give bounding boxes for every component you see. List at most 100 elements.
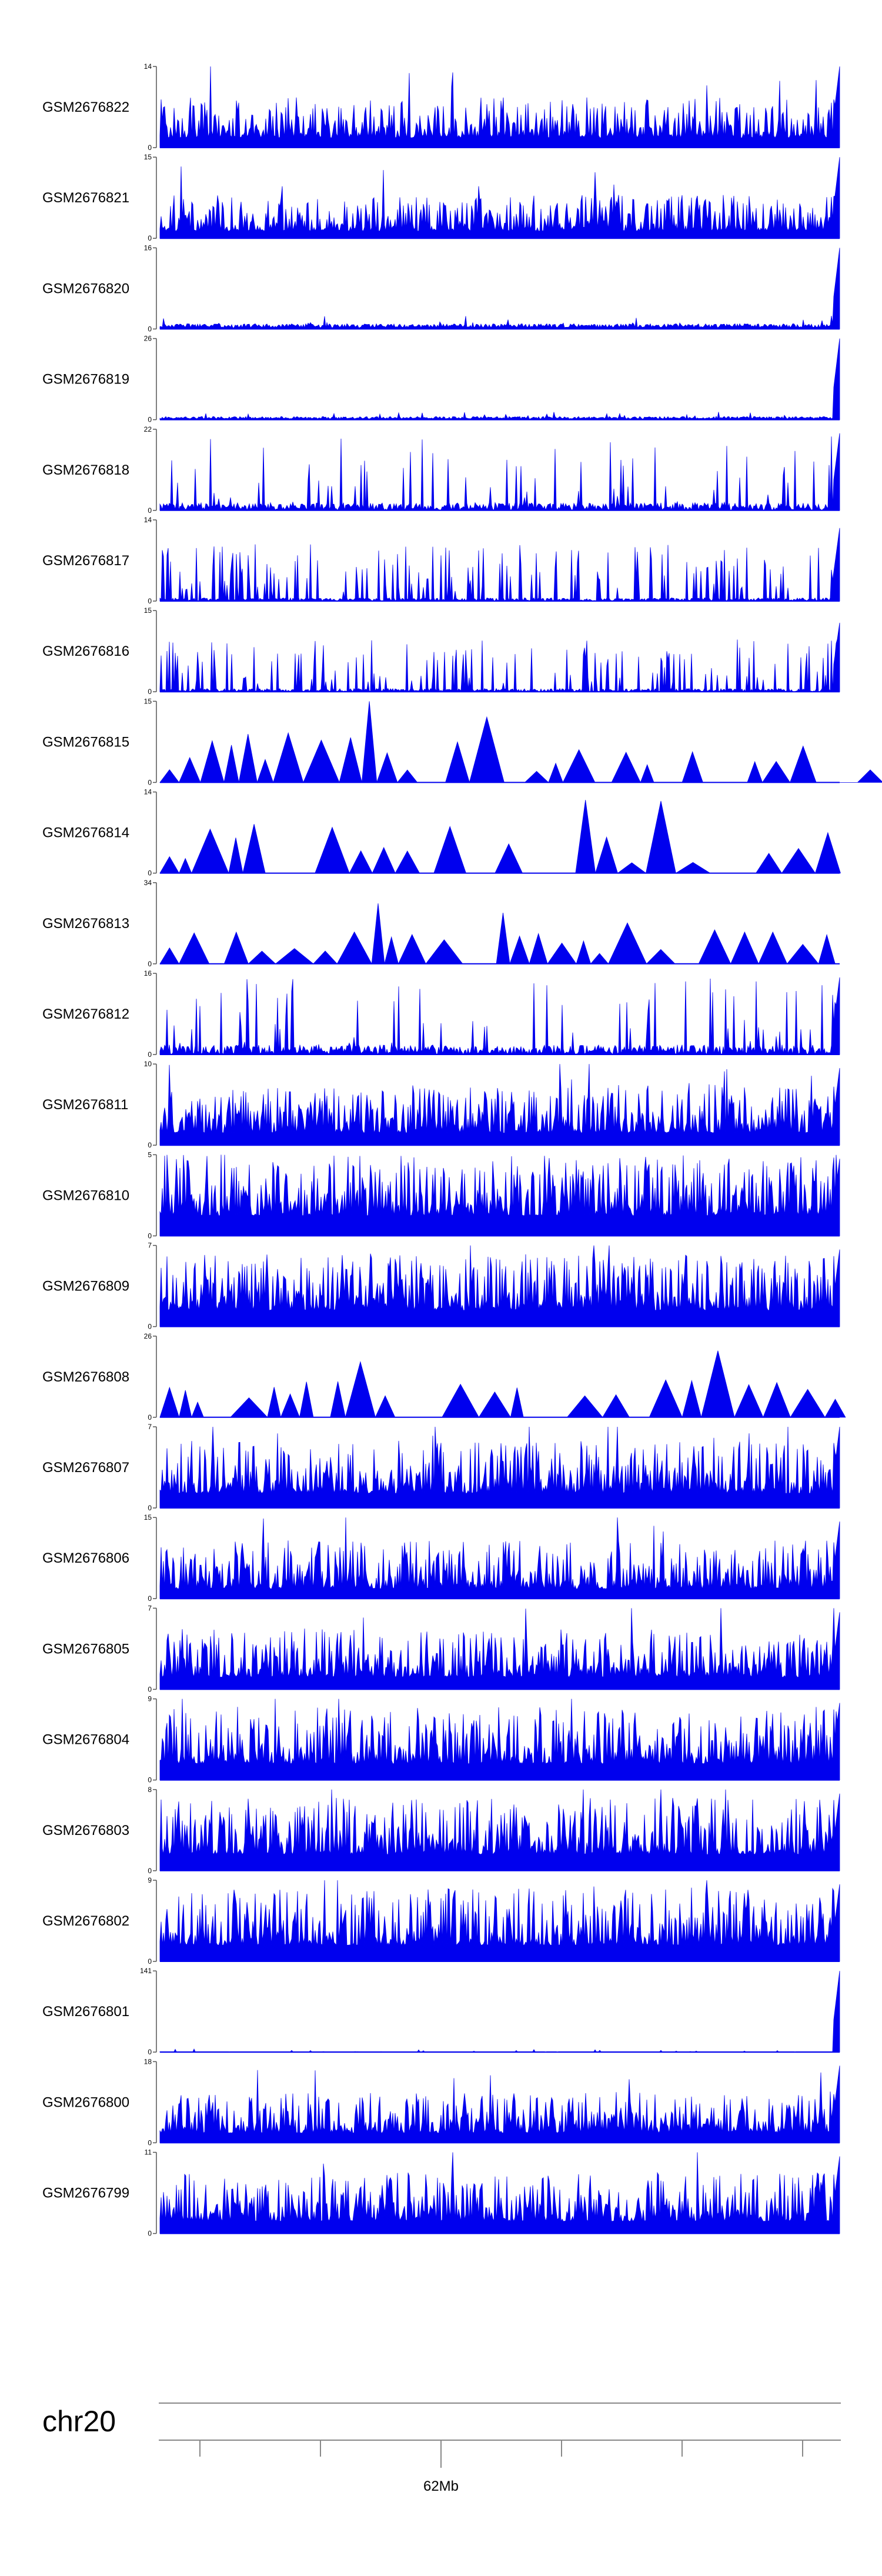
y-max-label: 7 — [148, 1242, 152, 1250]
track-GSM2676818: GSM2676818 22 0 — [42, 425, 840, 515]
y-zero-label: 0 — [148, 2138, 152, 2147]
track-GSM2676812: GSM2676812 16 0 — [42, 969, 840, 1059]
y-zero-label: 0 — [148, 1594, 152, 1603]
y-max-label: 7 — [148, 1423, 152, 1431]
axis-ticks — [199, 2440, 803, 2468]
signal-area — [159, 1880, 840, 1962]
y-max-label: 7 — [148, 1604, 152, 1612]
y-max-label: 14 — [144, 516, 152, 524]
signal-area — [159, 977, 840, 1056]
track-label: GSM2676804 — [42, 1732, 129, 1748]
signal-area — [159, 1517, 840, 1599]
track-label: GSM2676808 — [42, 1369, 129, 1385]
track-label: GSM2676817 — [42, 553, 129, 569]
signal-area — [159, 1245, 840, 1327]
signal-area — [159, 157, 840, 239]
track-GSM2676816: GSM2676816 15 0 — [42, 606, 840, 696]
track-GSM2676805: GSM2676805 7 0 — [42, 1604, 840, 1693]
signal-area — [159, 1350, 846, 1419]
track-GSM2676806: GSM2676806 15 0 — [42, 1513, 840, 1603]
track-GSM2676817: GSM2676817 14 0 — [42, 516, 840, 605]
signal-area — [159, 903, 840, 965]
track-GSM2676809: GSM2676809 7 0 — [42, 1242, 840, 1331]
track-label: GSM2676807 — [42, 1460, 129, 1476]
signal-area — [159, 1971, 840, 2053]
signal-area — [159, 2066, 840, 2143]
track-GSM2676810: GSM2676810 5 0 — [42, 1150, 840, 1240]
y-max-label: 8 — [148, 1786, 152, 1794]
track-label: GSM2676820 — [42, 281, 129, 296]
y-max-label: 15 — [144, 1513, 152, 1521]
track-label: GSM2676811 — [42, 1097, 128, 1113]
y-zero-label: 0 — [148, 1957, 152, 1966]
track-GSM2676802: GSM2676802 9 0 — [42, 1876, 840, 1966]
track-label: GSM2676801 — [42, 2004, 129, 2020]
y-zero-label: 0 — [148, 1413, 152, 1422]
y-zero-label: 0 — [148, 1776, 152, 1784]
track-GSM2676808: GSM2676808 26 0 — [42, 1332, 846, 1422]
track-label: GSM2676816 — [42, 643, 129, 659]
y-zero-label: 0 — [148, 1504, 152, 1512]
signal-area — [159, 701, 882, 783]
track-label: GSM2676814 — [42, 825, 129, 841]
y-zero-label: 0 — [148, 2230, 152, 2238]
signal-area — [159, 1789, 840, 1871]
track-label: GSM2676822 — [42, 99, 129, 115]
y-max-label: 22 — [144, 425, 152, 433]
track-label: GSM2676802 — [42, 1913, 129, 1929]
track-GSM2676813: GSM2676813 34 0 — [42, 879, 840, 968]
track-label: GSM2676818 — [42, 462, 129, 478]
signal-area — [159, 66, 840, 148]
signal-area — [159, 528, 840, 602]
track-label: GSM2676815 — [42, 734, 129, 750]
y-max-label: 26 — [144, 335, 152, 343]
signal-area — [159, 1699, 840, 1780]
signal-area — [159, 1426, 840, 1509]
y-zero-label: 0 — [148, 144, 152, 152]
y-max-label: 16 — [144, 969, 152, 977]
track-GSM2676807: GSM2676807 7 0 — [42, 1423, 840, 1512]
track-label: GSM2676810 — [42, 1187, 129, 1203]
y-zero-label: 0 — [148, 325, 152, 333]
y-max-label: 15 — [144, 153, 152, 161]
y-max-label: 15 — [144, 606, 152, 615]
chromosome-label: chr20 — [42, 2405, 116, 2438]
y-zero-label: 0 — [148, 960, 152, 968]
y-max-label: 9 — [148, 1876, 152, 1884]
signal-area — [159, 1608, 840, 1690]
track-GSM2676820: GSM2676820 16 0 — [42, 243, 840, 333]
y-zero-label: 0 — [148, 1867, 152, 1875]
track-GSM2676801: GSM2676801 141 0 — [42, 1967, 840, 2056]
track-label: GSM2676819 — [42, 372, 129, 388]
y-max-label: 26 — [144, 1332, 152, 1340]
y-max-label: 5 — [148, 1150, 152, 1159]
signal-area — [159, 1064, 840, 1146]
track-GSM2676811: GSM2676811 10 0 — [42, 1060, 840, 1149]
track-label: GSM2676809 — [42, 1279, 129, 1294]
track-GSM2676819: GSM2676819 26 0 — [42, 335, 840, 424]
track-GSM2676804: GSM2676804 9 0 — [42, 1695, 840, 1784]
track-GSM2676800: GSM2676800 18 0 — [42, 2057, 840, 2147]
signal-tracks: GSM2676822140GSM2676821150GSM2676820160G… — [42, 62, 882, 2238]
track-label: GSM2676813 — [42, 916, 129, 932]
track-label: GSM2676812 — [42, 1006, 129, 1022]
y-max-label: 34 — [144, 879, 152, 887]
y-max-label: 18 — [144, 2057, 152, 2066]
y-max-label: 14 — [144, 62, 152, 71]
genome-axis: chr20 62Mb — [42, 2403, 841, 2494]
y-zero-label: 0 — [148, 1323, 152, 1331]
y-zero-label: 0 — [148, 1685, 152, 1693]
y-max-label: 9 — [148, 1695, 152, 1703]
y-zero-label: 0 — [148, 506, 152, 515]
track-label: GSM2676800 — [42, 2094, 129, 2110]
track-GSM2676821: GSM2676821 15 0 — [42, 153, 840, 242]
y-max-label: 141 — [140, 1967, 152, 1975]
track-GSM2676799: GSM2676799 11 0 — [42, 2148, 840, 2238]
y-zero-label: 0 — [148, 778, 152, 786]
y-zero-label: 0 — [148, 1050, 152, 1059]
track-GSM2676815: GSM2676815 15 0 — [42, 697, 882, 786]
track-label: GSM2676805 — [42, 1641, 129, 1657]
y-zero-label: 0 — [148, 1232, 152, 1240]
track-GSM2676822: GSM2676822 14 0 — [42, 62, 840, 152]
